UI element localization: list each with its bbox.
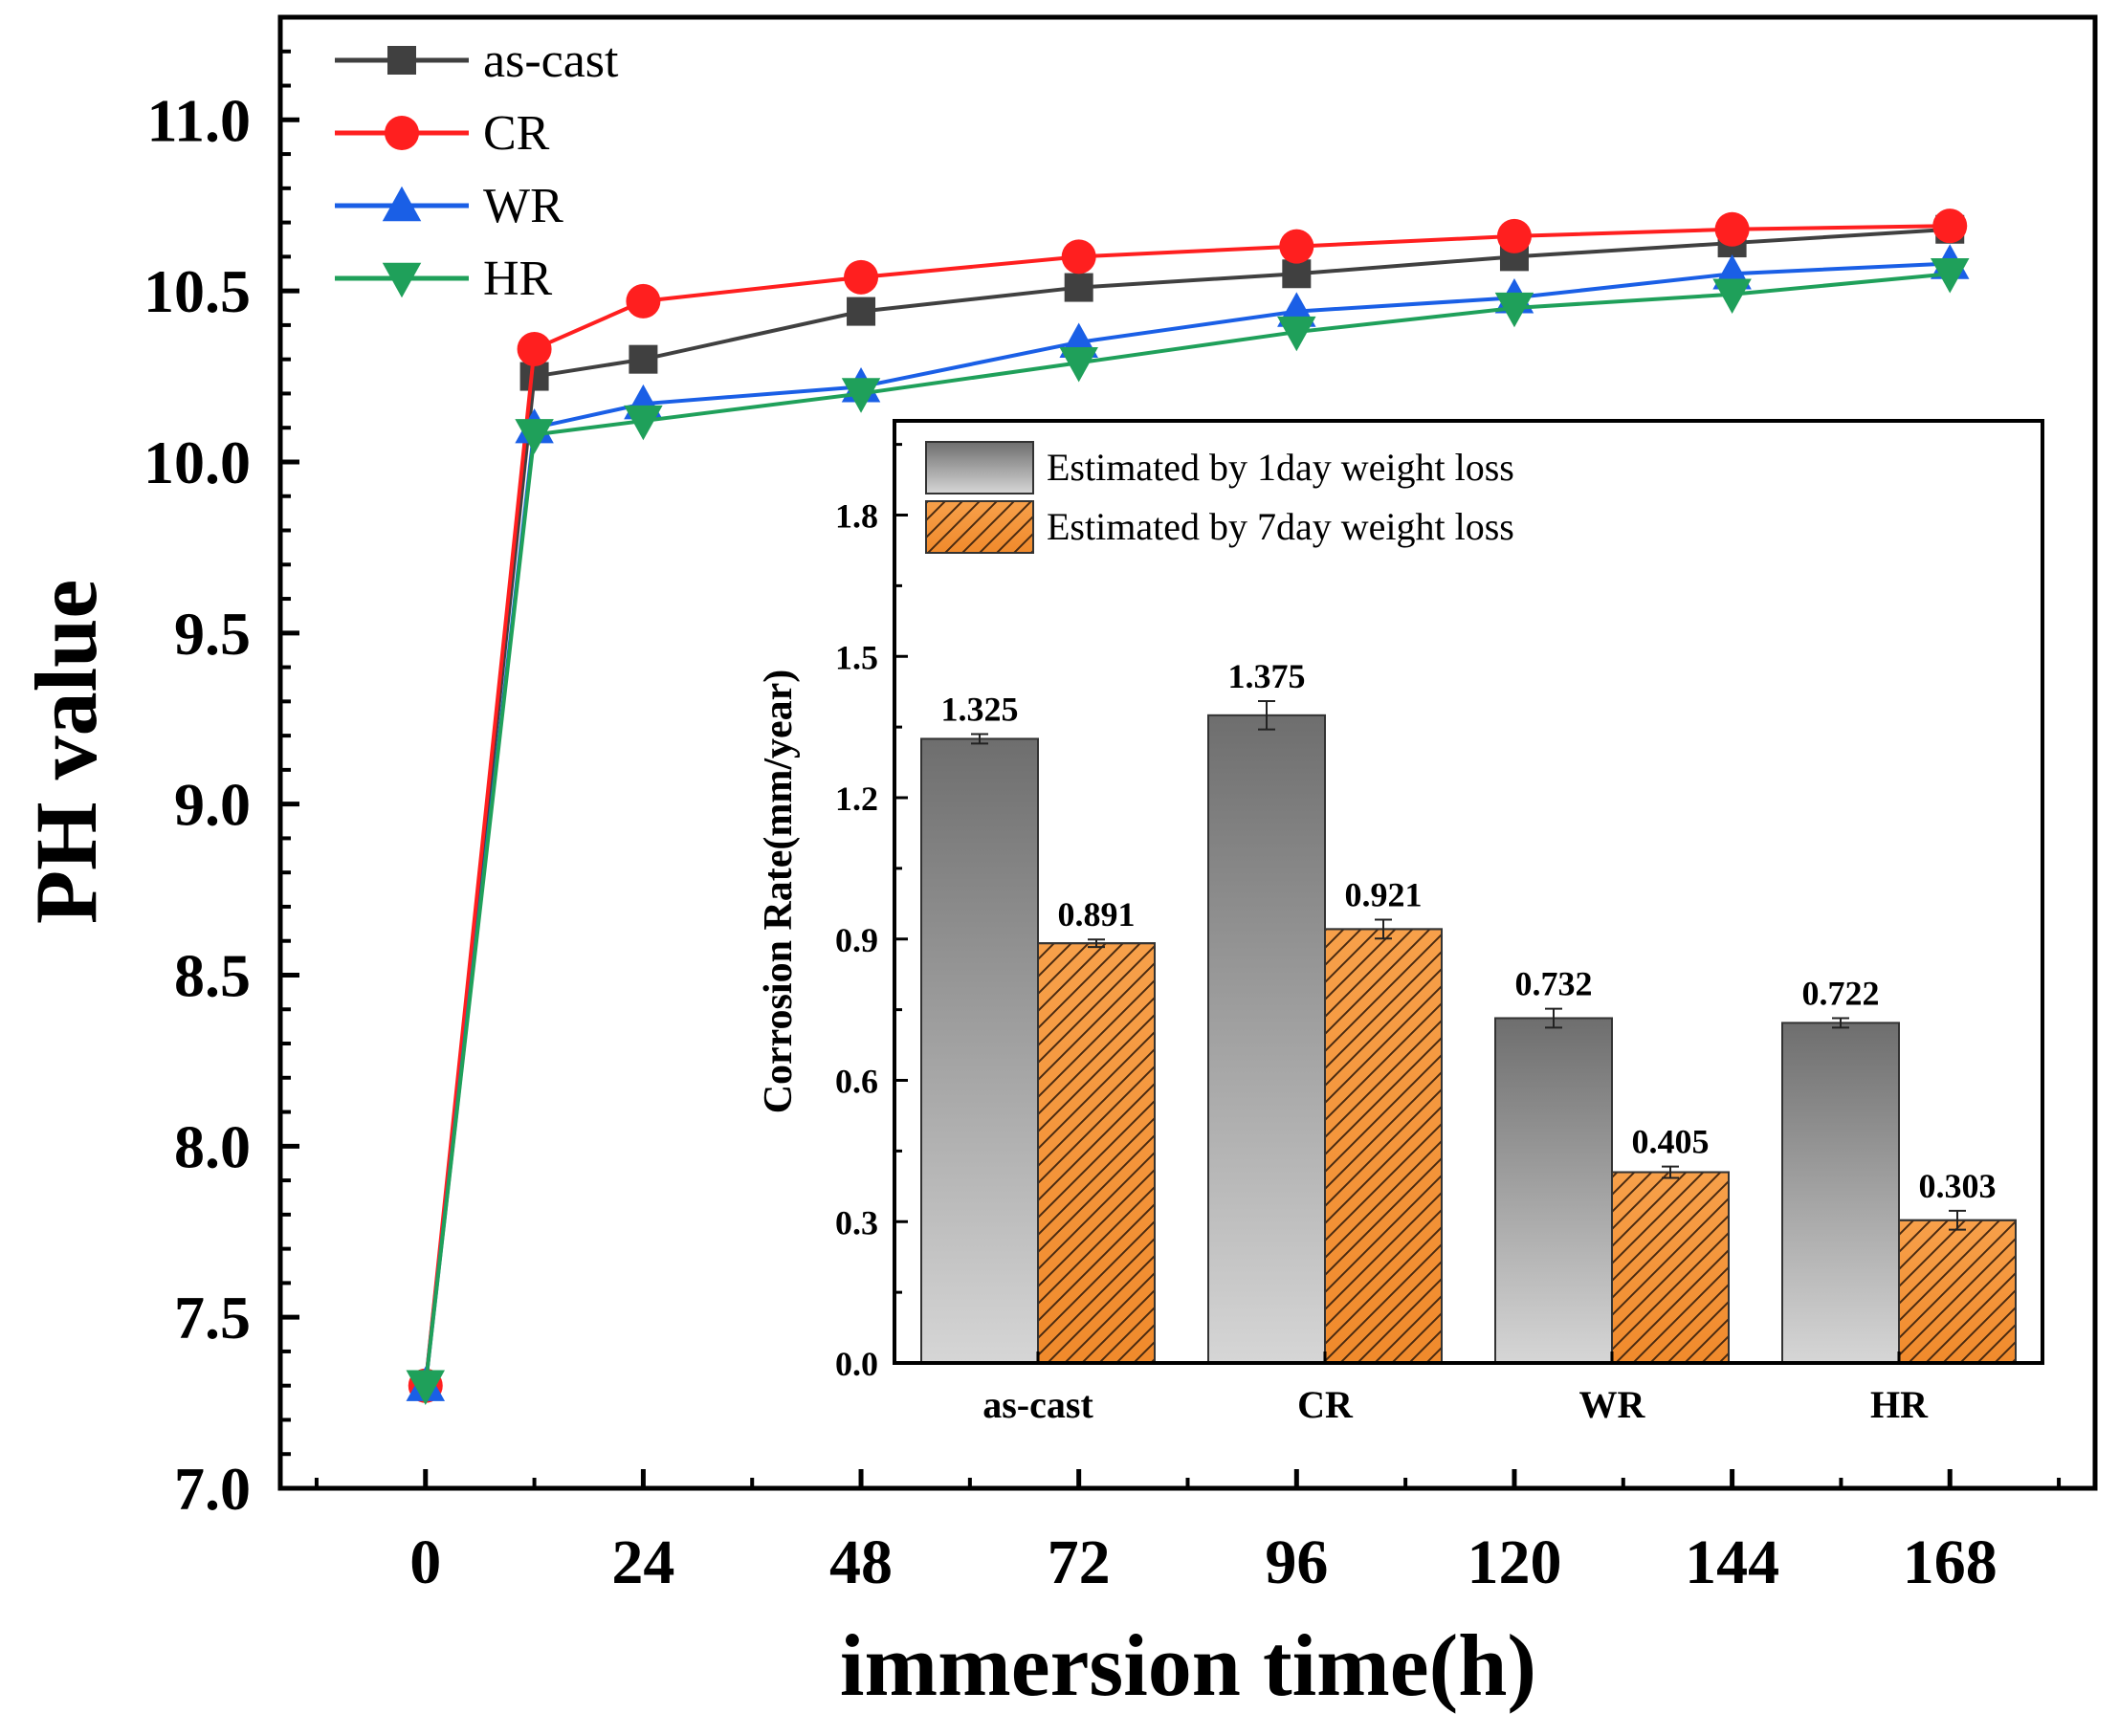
- x-tick-label: 24: [611, 1527, 674, 1597]
- y-tick-label: 10.5: [143, 257, 251, 325]
- data-point-CR: [626, 283, 661, 319]
- bar-value-label: 0.732: [1515, 965, 1593, 1003]
- x-tick-label: 48: [829, 1527, 893, 1597]
- inset-x-tick-label: WR: [1579, 1383, 1646, 1426]
- inset-y-tick-label: 1.8: [835, 497, 878, 536]
- data-point-HR: [841, 378, 881, 413]
- inset-x-tick-label: CR: [1297, 1383, 1354, 1426]
- y-tick-label: 7.0: [174, 1455, 251, 1523]
- data-point-CR: [1279, 229, 1314, 264]
- main-x-axis: 0 24 48 72 96 120 144 168: [314, 1469, 2062, 1597]
- bar-1day-CR: [1207, 714, 1326, 1364]
- main-legend: as-cast CR WR HR: [335, 33, 619, 306]
- legend-label-as-cast: as-cast: [483, 33, 619, 88]
- bar-7day-hatch-as-cast: [1037, 942, 1156, 1364]
- data-point-HR: [1277, 316, 1316, 352]
- legend-label-WR: WR: [483, 179, 563, 233]
- main-x-axis-label: immersion time(h): [840, 1616, 1536, 1714]
- inset-x-tick-label: as-cast: [982, 1383, 1093, 1426]
- bar-1day-HR: [1781, 1022, 1900, 1365]
- inset-legend-label: Estimated by 1day weight loss: [1047, 446, 1514, 489]
- bar-value-label: 0.303: [1919, 1167, 1997, 1205]
- inset-y-tick-label: 1.5: [835, 638, 878, 676]
- data-point-HR: [624, 405, 663, 441]
- y-tick-label: 10.0: [143, 429, 251, 496]
- main-series-group: [406, 209, 1970, 1405]
- data-point-CR: [1714, 211, 1750, 247]
- data-point-CR: [1932, 209, 1968, 244]
- inset-legend-label: Estimated by 7day weight loss: [1047, 505, 1514, 548]
- legend-marker-as-cast: [387, 46, 416, 75]
- bar-value-label: 0.722: [1802, 974, 1880, 1012]
- inset-plot-frame: [893, 419, 2044, 1365]
- main-y-axis: 7.0 7.5 8.0 8.5 9.0 9.5 10.0 10.5 11.0: [143, 15, 299, 1523]
- data-point-CR: [844, 259, 879, 295]
- main-y-axis-label: PH value: [17, 580, 115, 924]
- bar-value-label: 0.921: [1345, 876, 1423, 914]
- inset-y-tick-label: 0.0: [835, 1345, 878, 1383]
- legend-marker-WR: [382, 186, 422, 222]
- x-tick-label: 72: [1048, 1527, 1111, 1597]
- series-HR: [406, 258, 1970, 1405]
- inset-y-tick-label: 0.3: [835, 1203, 878, 1242]
- bar-value-label: 1.325: [941, 691, 1019, 729]
- inset-y-axis: 0.0 0.3 0.6 0.9 1.2 1.5 1.8: [835, 443, 908, 1383]
- bar-7day-hatch-HR: [1898, 1219, 2017, 1364]
- legend-label-CR: CR: [483, 106, 550, 161]
- data-point-HR: [1930, 258, 1970, 294]
- y-tick-label: 9.5: [174, 600, 251, 668]
- data-point-CR: [1496, 218, 1532, 253]
- bar-value-label: 0.405: [1632, 1123, 1710, 1161]
- inset-x-axis: as-cast CR WR HR: [982, 1351, 1929, 1426]
- legend-swatch-7day-hatch: [925, 500, 1034, 554]
- y-tick-label: 8.0: [174, 1112, 251, 1180]
- data-point-as-cast: [629, 344, 658, 374]
- inset-legend: Estimated by 1day weight loss Estimated b…: [925, 441, 1514, 554]
- legend-swatch-1day: [925, 441, 1034, 494]
- legend-marker-CR: [385, 116, 419, 150]
- y-tick-label: 8.5: [174, 941, 251, 1009]
- x-tick-label: 120: [1467, 1527, 1561, 1597]
- data-point-HR: [1712, 278, 1752, 314]
- main-line-chart: 0 24 48 72 96 120 144 168 7.0 7.5 8.0 8.5 9.0 9.5 10.…: [17, 14, 2098, 1714]
- x-tick-label: 96: [1265, 1527, 1328, 1597]
- y-tick-label: 11.0: [147, 86, 251, 154]
- bar-1day-WR: [1494, 1017, 1613, 1364]
- legend-label-HR: HR: [483, 252, 553, 306]
- y-tick-label: 7.5: [174, 1284, 251, 1351]
- data-point-CR: [1061, 239, 1096, 275]
- data-point-HR: [515, 419, 554, 454]
- data-point-as-cast: [847, 297, 876, 326]
- bar-1day-as-cast: [920, 737, 1039, 1364]
- data-point-HR: [1059, 347, 1098, 383]
- x-tick-label: 144: [1685, 1527, 1779, 1597]
- bar-value-label: 1.375: [1228, 657, 1306, 695]
- inset-y-tick-label: 1.2: [835, 780, 878, 818]
- inset-y-axis-label: Corrosion Rate(mm/year): [757, 670, 801, 1114]
- data-point-CR: [517, 331, 552, 366]
- inset-y-tick-label: 0.6: [835, 1063, 878, 1101]
- x-tick-label: 168: [1903, 1527, 1998, 1597]
- inset-bars-group: 1.325 0.891 1.375 0.921 0.732 0.405 0.722 0.303: [920, 657, 2017, 1365]
- data-point-as-cast: [1282, 259, 1312, 289]
- inset-y-tick-label: 0.9: [835, 921, 878, 959]
- data-point-HR: [406, 1370, 446, 1405]
- y-tick-label: 9.0: [174, 771, 251, 839]
- legend-marker-HR: [382, 262, 422, 298]
- bar-value-label: 0.891: [1058, 895, 1136, 934]
- x-tick-label: 0: [409, 1527, 441, 1597]
- data-point-HR: [1494, 292, 1534, 328]
- bar-7day-hatch-CR: [1324, 928, 1443, 1364]
- data-point-as-cast: [1064, 273, 1093, 302]
- bar-7day-hatch-WR: [1611, 1171, 1730, 1364]
- inset-x-tick-label: HR: [1870, 1383, 1929, 1426]
- inset-bar-chart: 1.325 0.891 1.375 0.921 0.732 0.405 0.722 0.303…: [757, 419, 2044, 1426]
